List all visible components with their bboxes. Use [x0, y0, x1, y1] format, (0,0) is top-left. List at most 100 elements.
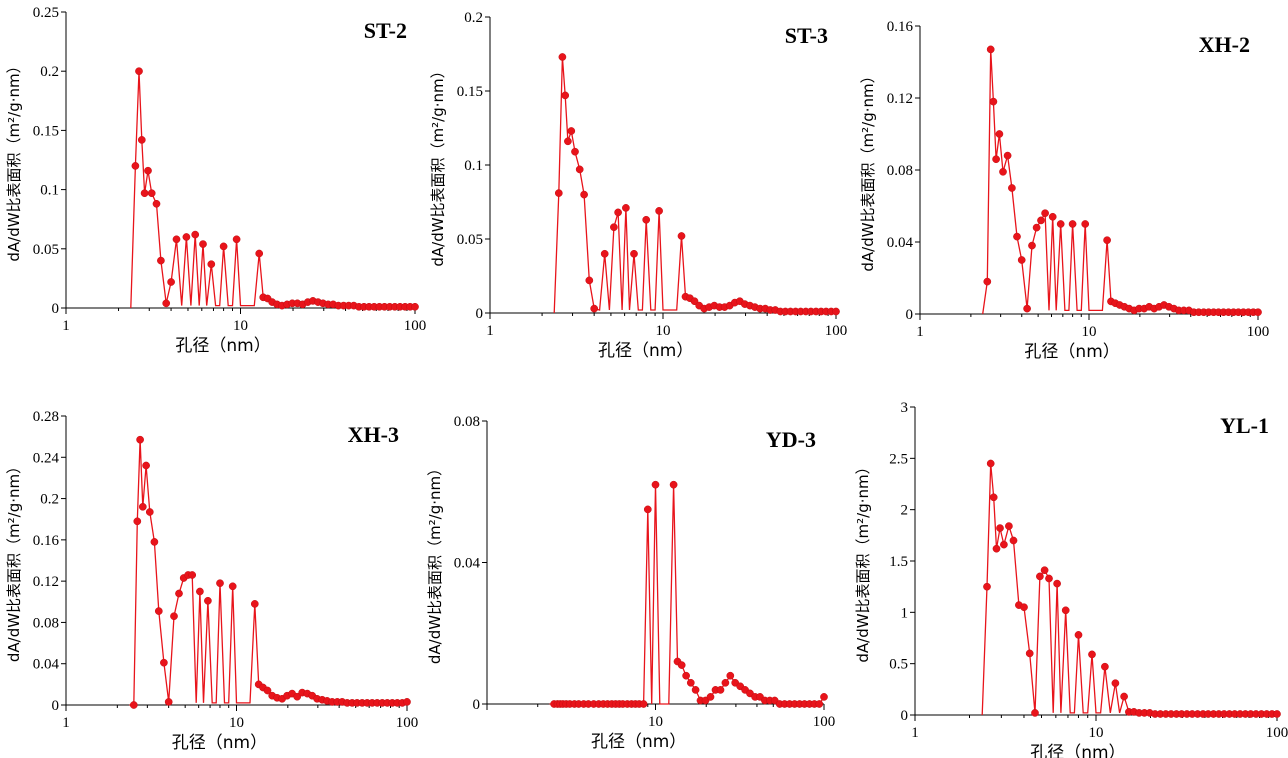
y-tick-label: 0.5	[889, 657, 908, 673]
x-tick-label: 100	[396, 715, 419, 731]
x-tick-label: 10	[656, 323, 671, 339]
data-point	[160, 658, 168, 667]
x-tick-label: 100	[825, 323, 848, 339]
data-point	[815, 700, 824, 708]
data-point	[686, 678, 695, 687]
panel-title: XH-3	[348, 422, 399, 447]
data-point	[142, 461, 150, 470]
y-axis-title: dA/dW比表面积（m²/g·nm）	[5, 58, 23, 261]
data-point	[986, 459, 995, 468]
data-point	[1025, 649, 1034, 658]
data-point	[1040, 566, 1049, 575]
panel-xh-2: 0 0.04 0.08 0.12 0.16 1 10 100 孔径（nm） dA/dW比表面积（m…	[859, 19, 1269, 362]
panel-title: YL-1	[1220, 413, 1269, 438]
data-point	[561, 91, 570, 100]
data-point	[983, 277, 992, 286]
data-point	[690, 297, 699, 306]
data-point	[196, 587, 204, 596]
data-point	[989, 493, 998, 502]
data-point	[1023, 304, 1031, 313]
data-point	[1273, 710, 1281, 718]
y-tick-label: 0	[52, 698, 60, 714]
data-point	[204, 596, 212, 605]
data-point	[832, 307, 840, 316]
data-point	[721, 678, 730, 687]
data-point	[642, 215, 651, 224]
data-point	[137, 136, 146, 144]
x-axis-title: 孔径（nm）	[1030, 743, 1125, 758]
series-line	[129, 439, 408, 706]
x-tick-label: 100	[813, 714, 836, 730]
x-axis-title: 孔径（nm）	[1024, 342, 1119, 362]
y-tick-label: 0.12	[33, 574, 59, 590]
data-point	[403, 698, 411, 706]
panel-yd-3: 0 0.04 0.08 10 100 孔径（nm） dA/dW比表面积（m²/g·nm） YD…	[426, 414, 835, 752]
data-point	[651, 480, 660, 489]
data-point	[1000, 540, 1008, 549]
y-tick-label: 0.16	[33, 533, 60, 549]
data-point	[600, 249, 609, 258]
data-point	[138, 502, 147, 511]
data-point	[207, 260, 216, 269]
x-tick-label: 100	[404, 318, 427, 334]
data-point	[250, 600, 259, 608]
data-point	[1101, 662, 1109, 671]
data-point	[643, 505, 652, 514]
data-point	[1103, 236, 1111, 245]
y-tick-label: 0.16	[887, 19, 914, 35]
y-tick-label: 0	[476, 306, 484, 322]
data-point	[1120, 692, 1128, 701]
data-point	[140, 189, 149, 198]
data-point	[1041, 209, 1049, 218]
y-tick-label: 0.15	[457, 84, 483, 100]
data-point	[1074, 631, 1083, 639]
data-point	[164, 698, 173, 706]
y-tick-label: 0.15	[33, 123, 59, 139]
data-point	[1008, 184, 1016, 192]
data-point	[614, 208, 622, 217]
data-point	[1056, 220, 1065, 228]
y-tick-label: 0.1	[40, 183, 59, 199]
x-tick-label: 10	[1082, 324, 1097, 340]
y-tick-label: 0	[906, 307, 914, 323]
data-point	[263, 686, 272, 695]
data-point	[1081, 220, 1090, 228]
data-point	[175, 589, 183, 598]
data-point	[219, 242, 228, 251]
data-point	[992, 544, 1001, 553]
x-tick-label: 10	[648, 714, 663, 730]
data-point	[172, 235, 181, 244]
panel-xh-3: 0 0.04 0.08 0.12 0.16 0.2 0.24 0.28 1 10 100 孔径（nm）…	[5, 409, 418, 753]
data-point	[1088, 650, 1096, 659]
data-point	[706, 693, 715, 701]
data-point	[1061, 606, 1070, 615]
data-point	[1036, 572, 1044, 581]
data-point	[135, 67, 143, 76]
data-point	[255, 249, 264, 258]
data-point	[1254, 308, 1262, 317]
data-point	[228, 582, 237, 591]
x-axis-title: 孔径（nm）	[172, 733, 267, 753]
data-point	[639, 700, 648, 708]
panel-title: ST-2	[364, 18, 407, 43]
data-point	[820, 693, 828, 701]
data-point	[1032, 223, 1041, 232]
y-tick-label: 2	[901, 503, 909, 519]
x-axis-title: 孔径（nm）	[598, 341, 693, 361]
y-tick-label: 0.24	[33, 450, 60, 466]
y-axis-title: dA/dW比表面积（m²/g·nm）	[854, 459, 872, 662]
y-tick-label: 0.04	[454, 556, 481, 572]
data-point	[983, 582, 991, 591]
y-tick-label: 0.08	[887, 163, 913, 179]
x-tick-label: 1	[62, 318, 70, 334]
series-line	[982, 49, 1258, 315]
y-tick-label: 0	[901, 708, 909, 724]
x-tick-label: 1	[916, 324, 924, 340]
y-tick-label: 0.28	[33, 409, 59, 425]
data-point	[152, 199, 161, 208]
y-tick-label: 0.25	[33, 5, 59, 21]
data-point	[622, 204, 630, 212]
data-point	[133, 517, 142, 526]
y-tick-label: 1.5	[889, 554, 908, 570]
